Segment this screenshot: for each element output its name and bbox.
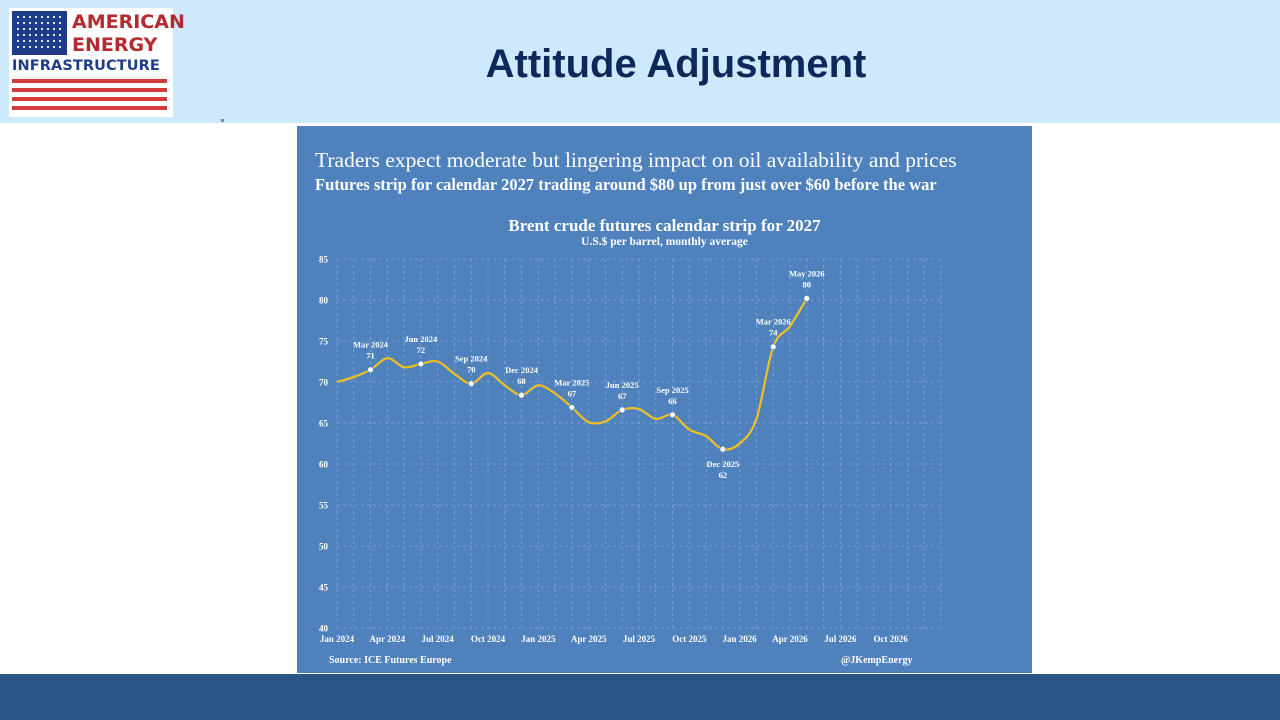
data-point-marker [568, 404, 576, 411]
y-tick-label: 60 [319, 460, 329, 470]
header-band [0, 0, 1280, 123]
x-tick-label: Jan 2025 [521, 634, 556, 644]
data-point-marker [618, 406, 626, 414]
y-tick-label: 50 [319, 542, 329, 552]
logo-word-energy: ENERGY [72, 34, 158, 56]
annotation-value: 68 [517, 376, 526, 386]
logo-word-infrastructure: INFRASTRUCTURE [12, 58, 160, 74]
data-point-marker [518, 391, 525, 399]
x-tick-label: Jul 2024 [422, 634, 455, 644]
x-tick-label: Oct 2025 [672, 634, 707, 644]
y-tick-label: 65 [319, 419, 329, 429]
data-point-marker [719, 445, 727, 453]
annotation-value: 66 [668, 396, 677, 406]
x-tick-label: Jul 2026 [824, 634, 857, 644]
annotation-date: Mar 2026 [756, 317, 791, 327]
data-point-marker [467, 380, 475, 388]
annotation-date: Jun 2024 [404, 334, 438, 344]
annotation-value: 62 [719, 470, 728, 480]
annotation-date: Dec 2025 [706, 459, 739, 469]
chart-subheadline: Futures strip for calendar 2027 trading … [315, 175, 937, 194]
annotation-value: 70 [467, 365, 476, 375]
annotation-value: 80 [803, 279, 812, 289]
line-chart: 40 45 50 55 60 65 70 75 80 85 Jan 2024 Apr 2024 Jul … [319, 255, 942, 644]
y-tick-label: 75 [319, 337, 329, 347]
annotation-value: 74 [769, 328, 778, 338]
company-logo: AMERICAN ENERGY INFRASTRUCTURE [9, 8, 185, 117]
annotation-date: Dec 2024 [505, 365, 539, 375]
logo-word-american: AMERICAN [72, 11, 185, 33]
data-point-marker [417, 360, 425, 368]
y-tick-label: 40 [319, 624, 329, 634]
y-tick-label: 70 [319, 378, 329, 388]
x-tick-label: Oct 2026 [874, 634, 909, 644]
annotation-value: 71 [366, 351, 375, 361]
annotation-date: Sep 2025 [656, 385, 688, 395]
y-tick-label: 45 [319, 583, 329, 593]
chart-credit: @JKempEnergy [841, 655, 913, 666]
annotation-date: Mar 2025 [554, 377, 589, 387]
annotation-date: Jun 2025 [606, 380, 639, 390]
chart-subtitle: U.S.$ per barrel, monthly average [581, 236, 748, 248]
slide-title: Attitude Adjustment [485, 42, 867, 86]
x-tick-label: Jan 2024 [320, 634, 355, 644]
us-flag-icon [12, 11, 67, 55]
chart-panel: Traders expect moderate but lingering im… [297, 126, 1032, 673]
y-tick-label: 55 [319, 501, 329, 511]
data-point-marker [367, 366, 374, 374]
x-tick-label: Apr 2025 [571, 634, 607, 644]
chart-title: Brent crude futures calendar strip for 2… [508, 216, 821, 235]
annotation-date: Sep 2024 [455, 354, 488, 364]
data-point-marker [769, 343, 777, 351]
flag-stripes [12, 79, 167, 111]
x-tick-label: Jul 2025 [623, 634, 656, 644]
chart-headline: Traders expect moderate but lingering im… [315, 148, 957, 172]
data-point-marker [669, 411, 676, 419]
annotation-value: 72 [417, 345, 426, 355]
annotation-value: 67 [618, 391, 627, 401]
x-tick-label: Apr 2024 [370, 634, 406, 644]
y-tick-label: 80 [319, 296, 329, 306]
footer-band [0, 674, 1280, 720]
x-tick-label: Oct 2024 [471, 634, 506, 644]
slide-mark [221, 119, 224, 122]
chart-source: Source: ICE Futures Europe [329, 655, 452, 666]
annotation-value: 67 [568, 388, 577, 398]
annotation-date: May 2026 [789, 268, 825, 278]
x-tick-label: Jan 2026 [723, 634, 758, 644]
data-point-marker [803, 294, 811, 302]
x-tick-label: Apr 2026 [772, 634, 808, 644]
annotation-date: Mar 2024 [353, 340, 389, 350]
y-tick-label: 85 [319, 255, 329, 265]
